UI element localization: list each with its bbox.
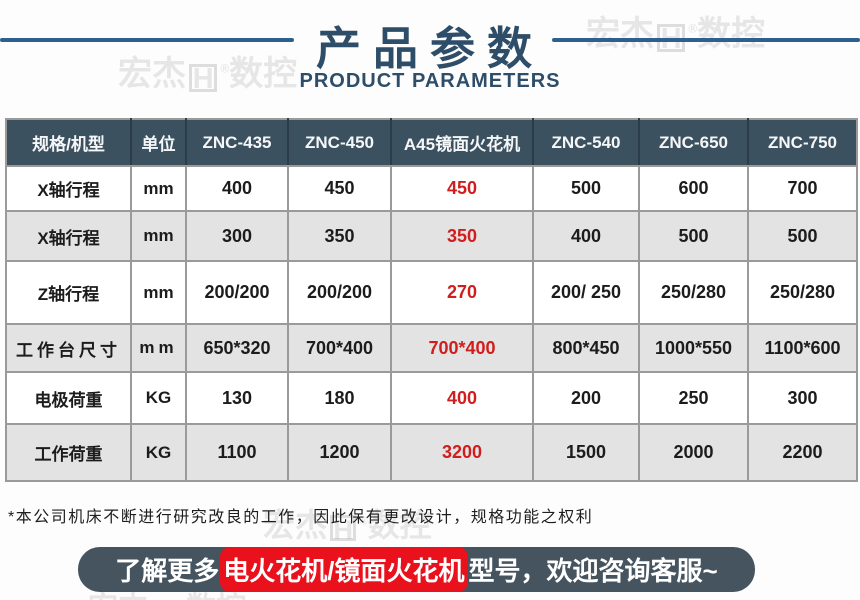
- table-row: 工作荷重 KG 1100 1200 3200 1500 2000 2200: [5, 423, 858, 482]
- value-cell: 600: [638, 165, 749, 212]
- value-cell-highlight: 400: [390, 371, 534, 425]
- value-cell: 400: [532, 210, 640, 262]
- column-header-unit: 单位: [130, 118, 187, 167]
- value-cell: 700: [747, 165, 858, 212]
- table-row: 工作台尺寸 mm 650*320 700*400 700*400 800*450…: [5, 323, 858, 373]
- unit-cell: KG: [130, 423, 187, 482]
- value-cell-highlight: 270: [390, 260, 534, 325]
- value-cell: 200: [532, 371, 640, 425]
- value-cell: 400: [185, 165, 289, 212]
- banner-prefix: 了解更多: [115, 556, 220, 586]
- value-cell: 800*450: [532, 323, 640, 373]
- column-header-a45: A45镜面火花机: [390, 118, 534, 167]
- product-parameters-table: 规格/机型 单位 ZNC-435 ZNC-450 A45镜面火花机 ZNC-54…: [5, 118, 858, 482]
- page-title: 产品参数: [315, 23, 544, 74]
- title-divider-left: [0, 38, 294, 42]
- column-header-spec: 规格/机型: [5, 118, 132, 167]
- column-header-znc450: ZNC-450: [287, 118, 392, 167]
- value-cell: 500: [747, 210, 858, 262]
- value-cell: 1100: [185, 423, 289, 482]
- value-cell: 500: [532, 165, 640, 212]
- value-cell: 1500: [532, 423, 640, 482]
- value-cell-highlight: 350: [390, 210, 534, 262]
- table-row: X轴行程 mm 300 350 350 400 500 500: [5, 210, 858, 262]
- value-cell: 350: [287, 210, 392, 262]
- value-cell: 650*320: [185, 323, 289, 373]
- value-cell: 200/ 250: [532, 260, 640, 325]
- disclaimer-note: *本公司机床不断进行研究改良的工作，因此保有更改设计，规格功能之权利: [8, 509, 594, 526]
- column-header-znc650: ZNC-650: [638, 118, 749, 167]
- banner-suffix: 型号，欢迎咨询客服~: [468, 556, 718, 586]
- value-cell: 180: [287, 371, 392, 425]
- value-cell: 2200: [747, 423, 858, 482]
- value-cell-highlight: 700*400: [390, 323, 534, 373]
- column-header-znc750: ZNC-750: [747, 118, 858, 167]
- column-header-znc540: ZNC-540: [532, 118, 640, 167]
- page-subtitle: PRODUCT PARAMETERS: [299, 70, 561, 92]
- unit-cell: mm: [130, 165, 187, 212]
- row-label: 工作台尺寸: [5, 323, 132, 373]
- value-cell: 1000*550: [638, 323, 749, 373]
- value-cell: 200/200: [287, 260, 392, 325]
- value-cell: 250/280: [747, 260, 858, 325]
- value-cell: 300: [185, 210, 289, 262]
- value-cell: 1200: [287, 423, 392, 482]
- value-cell-highlight: 3200: [390, 423, 534, 482]
- value-cell: 300: [747, 371, 858, 425]
- row-label: X轴行程: [5, 210, 132, 262]
- value-cell: 500: [638, 210, 749, 262]
- table-row: Z轴行程 mm 200/200 200/200 270 200/ 250 250…: [5, 260, 858, 325]
- row-label: X轴行程: [5, 165, 132, 212]
- value-cell: 130: [185, 371, 289, 425]
- value-cell: 250: [638, 371, 749, 425]
- value-cell: 1100*600: [747, 323, 858, 373]
- value-cell: 250/280: [638, 260, 749, 325]
- table-row: X轴行程 mm 400 450 450 500 600 700: [5, 165, 858, 212]
- row-label: 电极荷重: [5, 371, 132, 425]
- unit-cell: mm: [130, 210, 187, 262]
- row-label: Z轴行程: [5, 260, 132, 325]
- table-row: 电极荷重 KG 130 180 400 200 250 300: [5, 371, 858, 425]
- value-cell: 700*400: [287, 323, 392, 373]
- title-divider-right: [552, 38, 860, 42]
- column-header-znc435: ZNC-435: [185, 118, 289, 167]
- row-label: 工作荷重: [5, 423, 132, 482]
- table-header-row: 规格/机型 单位 ZNC-435 ZNC-450 A45镜面火花机 ZNC-54…: [5, 118, 858, 167]
- unit-cell: mm: [130, 323, 187, 373]
- unit-cell: KG: [130, 371, 187, 425]
- value-cell: 2000: [638, 423, 749, 482]
- value-cell: 450: [287, 165, 392, 212]
- value-cell-highlight: 450: [390, 165, 534, 212]
- unit-cell: mm: [130, 260, 187, 325]
- banner-highlight: 电火花机/镜面火花机: [220, 547, 468, 592]
- value-cell: 200/200: [185, 260, 289, 325]
- contact-service-banner[interactable]: 了解更多 电火花机/镜面火花机 型号，欢迎咨询客服~: [78, 547, 755, 592]
